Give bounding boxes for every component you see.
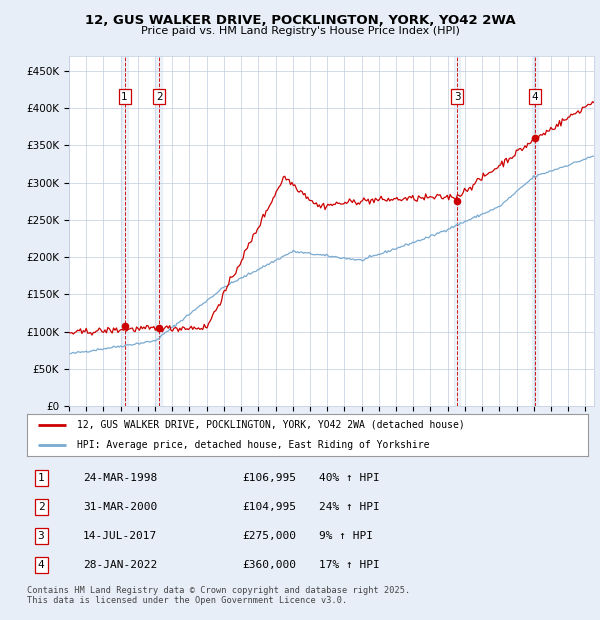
Text: 3: 3 [38,531,44,541]
Text: 4: 4 [38,560,44,570]
Bar [532,56,538,406]
Text: 9% ↑ HPI: 9% ↑ HPI [319,531,373,541]
Text: 24% ↑ HPI: 24% ↑ HPI [319,502,379,512]
Text: £360,000: £360,000 [242,560,296,570]
Text: 12, GUS WALKER DRIVE, POCKLINGTON, YORK, YO42 2WA: 12, GUS WALKER DRIVE, POCKLINGTON, YORK,… [85,14,515,27]
Text: 1: 1 [121,92,128,102]
Text: £106,995: £106,995 [242,473,296,483]
Text: 2: 2 [38,502,44,512]
Text: £104,995: £104,995 [242,502,296,512]
Text: 17% ↑ HPI: 17% ↑ HPI [319,560,379,570]
Text: 28-JAN-2022: 28-JAN-2022 [83,560,157,570]
Text: 12, GUS WALKER DRIVE, POCKLINGTON, YORK, YO42 2WA (detached house): 12, GUS WALKER DRIVE, POCKLINGTON, YORK,… [77,420,465,430]
Text: 14-JUL-2017: 14-JUL-2017 [83,531,157,541]
Text: HPI: Average price, detached house, East Riding of Yorkshire: HPI: Average price, detached house, East… [77,440,430,450]
Text: Contains HM Land Registry data © Crown copyright and database right 2025.
This d: Contains HM Land Registry data © Crown c… [27,586,410,605]
Text: 31-MAR-2000: 31-MAR-2000 [83,502,157,512]
Text: 24-MAR-1998: 24-MAR-1998 [83,473,157,483]
Text: 40% ↑ HPI: 40% ↑ HPI [319,473,379,483]
Bar [121,56,128,406]
Text: 1: 1 [38,473,44,483]
Text: 4: 4 [532,92,538,102]
Text: 3: 3 [454,92,460,102]
Text: £275,000: £275,000 [242,531,296,541]
Text: 2: 2 [156,92,163,102]
Text: Price paid vs. HM Land Registry's House Price Index (HPI): Price paid vs. HM Land Registry's House … [140,26,460,36]
Bar [156,56,163,406]
Bar [454,56,460,406]
